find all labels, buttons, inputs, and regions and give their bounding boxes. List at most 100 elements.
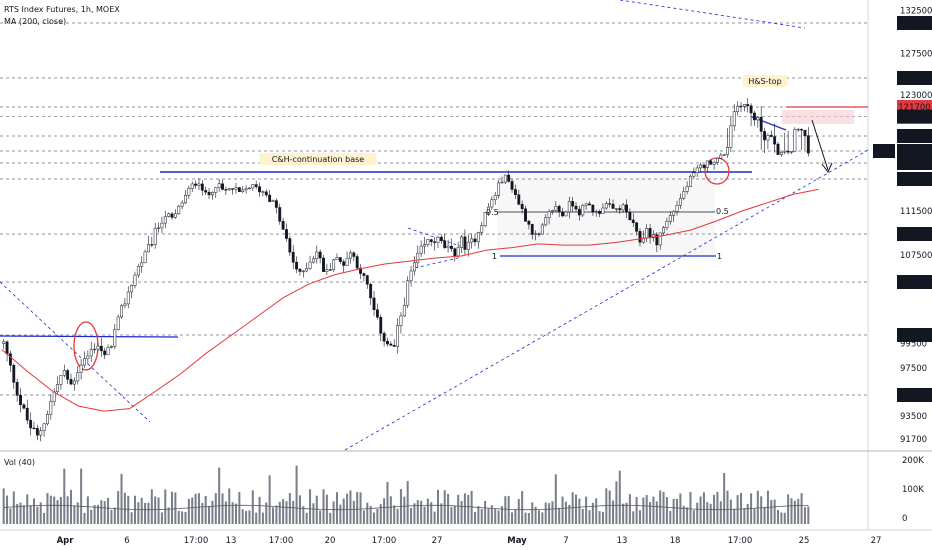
volume-bar — [22, 505, 25, 524]
candle — [426, 239, 430, 247]
annotation-ch-base[interactable]: C&H-continuation base — [259, 153, 377, 165]
candle — [769, 130, 773, 138]
volume-bar — [332, 501, 335, 524]
volume-bar — [288, 493, 291, 524]
volume-bar — [568, 504, 571, 524]
candle — [753, 110, 756, 126]
price-tick-2: 123000 — [900, 91, 932, 101]
volume-bar — [86, 496, 89, 524]
level-label-3: 121200 — [897, 109, 932, 124]
candle — [527, 219, 531, 230]
candle — [29, 412, 33, 436]
annotation-fib-one-right[interactable]: 1 — [717, 252, 722, 261]
candle — [574, 202, 578, 212]
volume-bar — [733, 508, 736, 524]
volume-bar — [255, 512, 258, 524]
volume-bar — [93, 505, 96, 524]
candle — [790, 151, 793, 154]
volume-bar — [450, 507, 453, 524]
volume-bar — [514, 509, 517, 524]
volume-bar — [605, 488, 608, 524]
volume-bar — [194, 493, 197, 524]
candle — [369, 282, 373, 305]
volume-bar — [59, 496, 62, 524]
volume-bar — [588, 510, 591, 524]
volume-bar — [702, 492, 705, 524]
volume-bar — [359, 492, 362, 524]
candle — [625, 199, 628, 218]
candle — [500, 176, 504, 184]
annotation-hs-top[interactable]: H&S-top — [742, 75, 788, 87]
candle — [803, 129, 807, 151]
candle — [126, 286, 130, 309]
volume-bar — [6, 495, 9, 524]
candle — [783, 132, 787, 155]
volume-bar — [342, 498, 345, 524]
volume-bar — [682, 505, 685, 524]
volume-bar — [366, 502, 369, 524]
candle — [712, 160, 716, 170]
annotation-fib-one-left[interactable]: 1 — [492, 252, 497, 261]
candle — [766, 133, 770, 150]
time-axis[interactable]: Apr 6 17:00 13 17:00 20 17:00 27 May 7 13 18 17:00 25… — [57, 536, 882, 546]
candle — [258, 182, 261, 197]
candle — [349, 250, 352, 264]
volume-bar — [201, 502, 204, 524]
annotation-fib-half-right[interactable]: 0.5 — [716, 207, 729, 216]
volume-bar — [66, 496, 69, 524]
volume-label[interactable]: Vol (40) — [4, 458, 35, 467]
volume-bar — [477, 506, 480, 524]
candle — [507, 170, 511, 183]
volume-bar — [221, 493, 224, 524]
volume-bar — [773, 499, 776, 524]
candle — [140, 256, 144, 273]
volume-bar — [787, 494, 790, 524]
annotations-layer: C&H-continuation base H&S-top 0.5 1 0.5 1 — [259, 75, 788, 261]
candle — [567, 196, 571, 219]
candle — [675, 200, 679, 216]
volume-bar — [554, 474, 557, 524]
candle — [89, 341, 93, 362]
level-label-10: 95200 — [897, 388, 932, 402]
volume-bar — [709, 503, 712, 524]
candle — [433, 237, 437, 251]
candle — [450, 238, 453, 252]
volume-bar — [245, 511, 248, 524]
volume-bar — [218, 467, 221, 524]
indicator-label[interactable]: MA (200, close) — [4, 17, 66, 26]
candle — [551, 209, 554, 215]
volume-bar — [527, 512, 530, 524]
current-price-tag: RI1! 119840 — [873, 144, 932, 158]
candle — [315, 245, 319, 264]
candle — [399, 312, 403, 334]
candle — [305, 262, 309, 273]
candle — [392, 339, 396, 347]
candle — [291, 245, 295, 269]
annotation-fib-half-left[interactable]: 0.5 — [486, 208, 499, 217]
volume-bar — [558, 507, 561, 524]
volume-bar — [204, 496, 207, 524]
candle — [241, 186, 245, 194]
svg-text:117310: 117310 — [898, 159, 930, 169]
time-tick-2: 17:00 — [184, 536, 209, 546]
volume-bar — [470, 490, 473, 524]
volume-bar — [335, 492, 338, 524]
candle — [46, 410, 49, 426]
volume-bar — [123, 492, 126, 524]
volume-bar — [113, 507, 116, 524]
candle — [692, 167, 696, 179]
flag-lower — [414, 257, 459, 269]
candle — [99, 337, 103, 357]
candle — [466, 234, 470, 257]
volume-bar — [541, 512, 544, 524]
candle — [773, 123, 777, 153]
volume-bar — [591, 502, 594, 524]
volume-bar — [615, 481, 618, 524]
volume-bar — [474, 512, 477, 524]
candle — [604, 201, 608, 210]
volume-bar — [238, 492, 241, 524]
candle — [328, 263, 332, 271]
volume-bar — [460, 501, 463, 524]
